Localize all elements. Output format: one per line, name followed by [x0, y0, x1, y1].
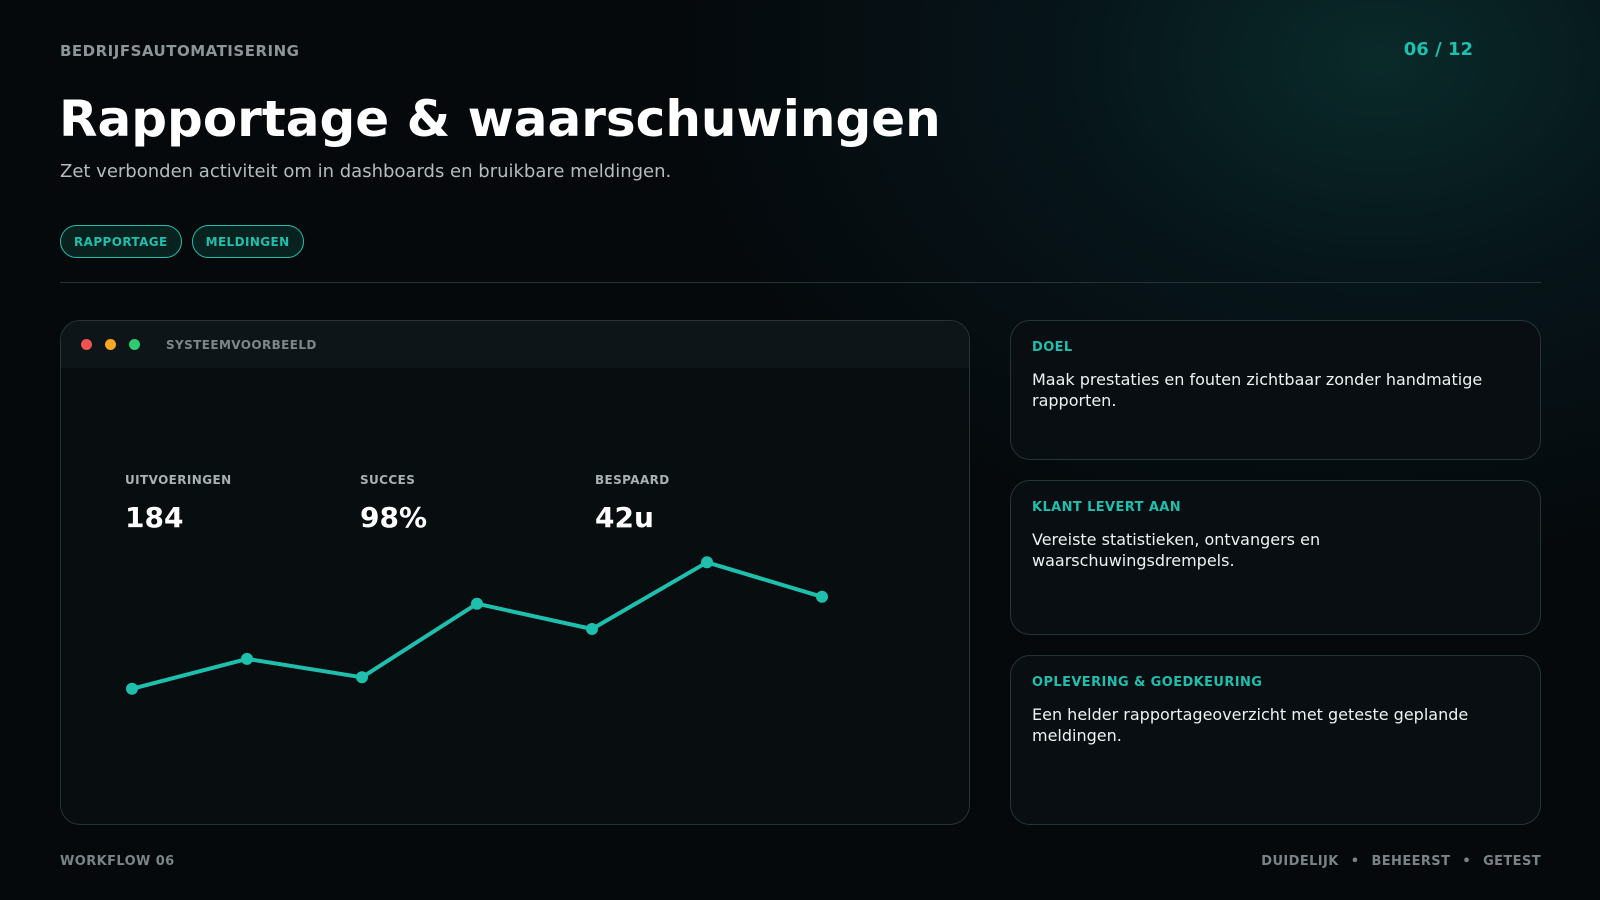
trend-point [241, 652, 253, 665]
stat-value: 42u [595, 501, 654, 534]
trend-line [130, 560, 824, 691]
footer-word: BEHEERST [1371, 854, 1451, 869]
footer-workflow-label: WORKFLOW 06 [60, 854, 175, 869]
stat-label: SUCCES [360, 473, 416, 487]
window-title-bar: SYSTEEMVOORBEELD [61, 321, 969, 368]
footer-separator: • [1350, 854, 1360, 869]
footer-word: DUIDELIJK [1261, 854, 1339, 869]
page-subtitle: Zet verbonden activiteit om in dashboard… [60, 161, 672, 182]
trend-point [816, 590, 828, 603]
stat-value: 184 [125, 501, 184, 534]
card-label: OPLEVERING & GOEDKEURING [1032, 675, 1263, 690]
page-counter: 06 / 12 [1403, 39, 1473, 60]
stat-bespaard: BESPAARD 42u [595, 473, 670, 534]
card-doel: DOEL Maak prestaties en fouten zichtbaar… [1010, 320, 1541, 460]
tag-meldingen: MELDINGEN [191, 225, 304, 258]
stat-label: UITVOERINGEN [125, 473, 232, 487]
trend-line-chart [126, 556, 828, 695]
page-title: Rapportage & waarschuwingen [59, 90, 941, 148]
window-maximize-dot [129, 339, 140, 350]
card-oplevering-goedkeuring: OPLEVERING & GOEDKEURING Een helder rapp… [1010, 655, 1541, 825]
trend-point [701, 556, 713, 569]
card-klant-levert-aan: KLANT LEVERT AAN Vereiste statistieken, … [1010, 480, 1541, 635]
trend-point [356, 671, 368, 684]
footer-tagline: DUIDELIJK • BEHEERST • GETEST [1261, 854, 1541, 869]
card-label: DOEL [1032, 340, 1073, 355]
trend-point [126, 682, 138, 695]
window-title: SYSTEEMVOORBEELD [166, 337, 317, 352]
card-text: Vereiste statistieken, ontvangers en waa… [1032, 530, 1321, 570]
footer-separator: • [1462, 854, 1472, 869]
window-close-dot [81, 339, 92, 350]
window-minimize-dot [105, 339, 116, 350]
card-label: KLANT LEVERT AAN [1032, 500, 1182, 515]
eyebrow-label: BEDRIJFSAUTOMATISERING [60, 42, 300, 60]
footer-word: GETEST [1483, 854, 1541, 869]
stat-succes: SUCCES 98% [360, 473, 427, 534]
header-divider [60, 282, 1541, 283]
trend-point [586, 623, 598, 635]
system-preview-window: SYSTEEMVOORBEELD UITVOERINGEN 184 SUCCES… [60, 320, 970, 825]
stat-uitvoeringen: UITVOERINGEN 184 [125, 473, 232, 534]
stat-label: BESPAARD [595, 473, 670, 487]
card-text: Maak prestaties en fouten zichtbaar zond… [1032, 370, 1483, 410]
tag-rapportage: RAPPORTAGE [60, 225, 182, 258]
trend-point [471, 597, 483, 610]
stat-value: 98% [360, 501, 428, 534]
tag-list: RAPPORTAGE MELDINGEN [60, 225, 304, 258]
card-text: Een helder rapportageoverzicht met getes… [1032, 705, 1469, 745]
